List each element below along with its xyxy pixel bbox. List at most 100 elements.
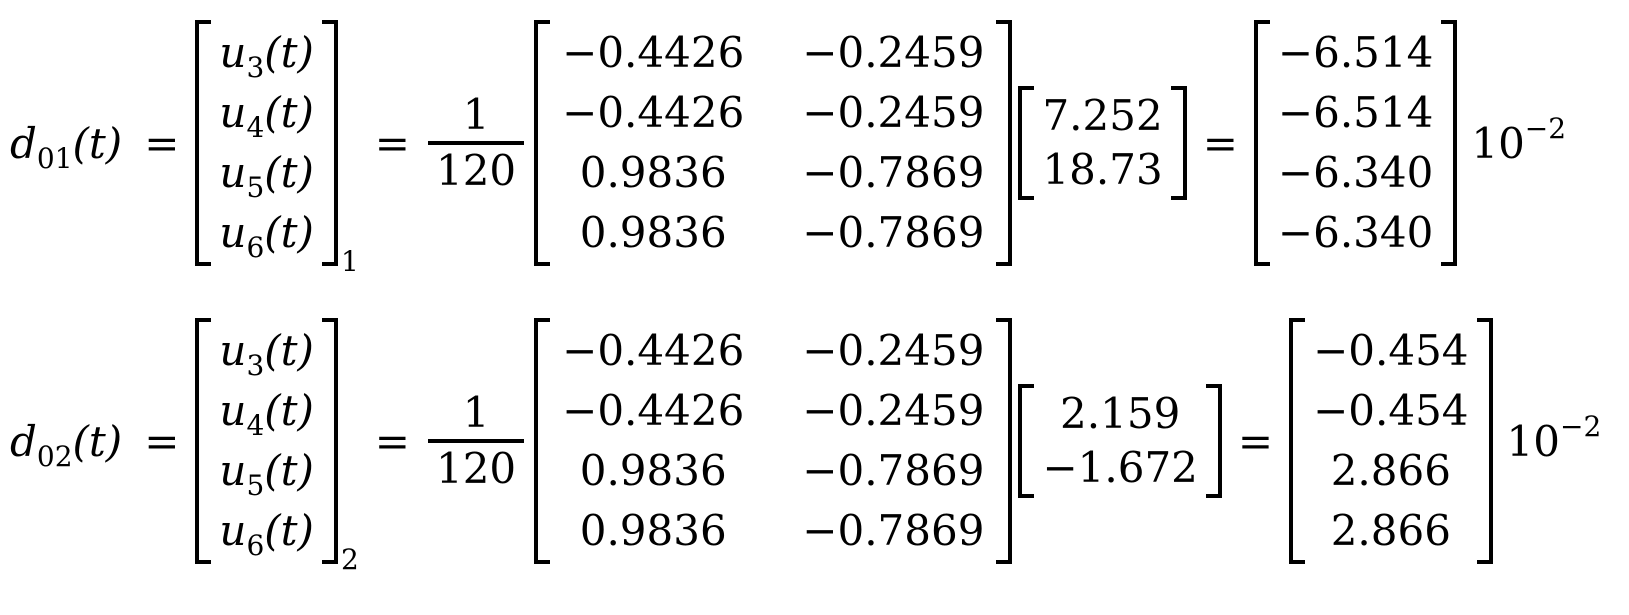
left-bracket: [1253, 20, 1270, 266]
result-vector-cell: −0.454: [1313, 326, 1469, 375]
right-bracket: [1441, 20, 1458, 266]
matrix-cell: −0.4426: [562, 386, 745, 435]
input-vector-cell: 2.159: [1060, 389, 1181, 438]
right-bracket: [996, 20, 1013, 266]
u-vector: u3(t) u4(t) u5(t) u6(t) 1: [195, 20, 359, 278]
coefficient-matrix: −0.4426 −0.2459 −0.4426 −0.2459 0.9836 −…: [534, 318, 1013, 564]
fraction-denominator: 120: [435, 444, 517, 493]
result-vector-cell: −0.454: [1313, 386, 1469, 435]
u-vector-column: u3(t) u4(t) u5(t) u6(t): [211, 20, 322, 266]
left-bracket: [1289, 318, 1306, 564]
lhs-variable: d: [10, 416, 37, 466]
matrix-cell: −0.2459: [802, 88, 985, 137]
equation-d01: d01(t) = u3(t) u4(t) u5(t) u6(t) 1 = 1 1…: [10, 20, 1629, 278]
u-vector-column: u3(t) u4(t) u5(t) u6(t): [211, 318, 322, 564]
vector-outer-subscript: 1: [340, 245, 359, 278]
result-vector: −0.454 −0.454 2.866 2.866: [1289, 318, 1493, 564]
scale-base: 10: [1506, 416, 1560, 466]
matrix-grid: −0.4426 −0.2459 −0.4426 −0.2459 0.9836 −…: [550, 20, 996, 266]
lhs-variable: d: [10, 118, 37, 168]
matrix-cell: −0.2459: [802, 28, 985, 77]
equation-d02: d02(t) = u3(t) u4(t) u5(t) u6(t) 2 = 1 1…: [10, 318, 1629, 576]
matrix-cell: −0.7869: [802, 148, 985, 197]
matrix-cell: −0.4426: [562, 326, 745, 375]
input-vector-column: 7.252 18.73: [1034, 86, 1170, 200]
left-bracket: [534, 20, 551, 266]
lhs-d02: d02(t): [10, 416, 123, 471]
vector-outer-subscript: 2: [340, 543, 359, 576]
result-vector-cell: −6.514: [1277, 88, 1434, 137]
fraction-denominator: 120: [435, 146, 517, 195]
matrix-cell: 0.9836: [579, 446, 727, 495]
matrix-cell: −0.4426: [562, 28, 745, 77]
fraction-numerator: 1: [462, 90, 490, 139]
left-bracket: [1018, 86, 1035, 200]
fraction-1-120: 1 120: [427, 387, 525, 495]
result-vector-cell: −6.340: [1277, 148, 1434, 197]
result-vector-cell: −6.514: [1277, 28, 1434, 77]
left-bracket: [534, 318, 551, 564]
result-vector-cell: 2.866: [1330, 446, 1451, 495]
coefficient-matrix: −0.4426 −0.2459 −0.4426 −0.2459 0.9836 −…: [534, 20, 1013, 266]
u-vector-row: u5(t): [219, 446, 314, 502]
fraction-bar: [427, 439, 525, 443]
scale-exponent: −2: [1524, 111, 1567, 145]
scale-base: 10: [1471, 118, 1525, 168]
right-bracket: [1170, 86, 1187, 200]
scale-factor: 10−2: [1471, 114, 1566, 168]
left-bracket: [195, 318, 212, 564]
equals-sign: =: [374, 118, 410, 168]
lhs-subscript: 02: [36, 439, 73, 473]
matrix-cell: −0.7869: [802, 506, 985, 555]
equals-sign: =: [144, 416, 180, 466]
lhs-subscript: 01: [36, 141, 73, 175]
u-vector-row: u4(t): [219, 88, 314, 144]
lhs-d01: d01(t): [10, 118, 123, 173]
matrix-cell: −0.7869: [802, 208, 985, 257]
left-bracket: [1018, 384, 1035, 498]
left-bracket: [195, 20, 212, 266]
equals-sign: =: [374, 416, 410, 466]
matrix-cell: 0.9836: [579, 506, 727, 555]
u-vector-row: u5(t): [219, 148, 314, 204]
fraction-bar: [427, 141, 525, 145]
lhs-argument: (t): [72, 118, 123, 168]
right-bracket: [996, 318, 1013, 564]
matrix-cell: −0.4426: [562, 88, 745, 137]
equals-sign: =: [1202, 118, 1238, 168]
result-vector-cell: 2.866: [1330, 506, 1451, 555]
input-vector-column: 2.159 −1.672: [1034, 384, 1205, 498]
input-vector-cell: −1.672: [1042, 443, 1198, 492]
matrix-grid: −0.4426 −0.2459 −0.4426 −0.2459 0.9836 −…: [550, 318, 996, 564]
matrix-cell: 0.9836: [579, 148, 727, 197]
u-vector-row: u3(t): [219, 28, 314, 84]
input-vector: 7.252 18.73: [1018, 86, 1187, 200]
scale-factor: 10−2: [1506, 412, 1602, 466]
fraction-1-120: 1 120: [427, 89, 525, 197]
input-vector: 2.159 −1.672: [1018, 384, 1222, 498]
right-bracket: [321, 318, 338, 564]
result-vector: −6.514 −6.514 −6.340 −6.340: [1253, 20, 1458, 266]
lhs-argument: (t): [72, 416, 123, 466]
equals-sign: =: [144, 118, 180, 168]
u-vector-row: u6(t): [219, 208, 314, 264]
matrix-cell: 0.9836: [579, 208, 727, 257]
equals-sign: =: [1237, 416, 1274, 466]
u-vector-row: u3(t): [219, 326, 314, 382]
matrix-cell: −0.7869: [802, 446, 985, 495]
result-vector-cell: −6.340: [1277, 208, 1434, 257]
input-vector-cell: 18.73: [1042, 145, 1163, 194]
matrix-cell: −0.2459: [802, 326, 985, 375]
u-vector-row: u4(t): [219, 386, 314, 442]
input-vector-cell: 7.252: [1042, 91, 1163, 140]
result-vector-column: −6.514 −6.514 −6.340 −6.340: [1270, 20, 1441, 266]
right-bracket: [1205, 384, 1222, 498]
matrix-cell: −0.2459: [802, 386, 985, 435]
fraction-numerator: 1: [462, 388, 490, 437]
result-vector-column: −0.454 −0.454 2.866 2.866: [1305, 318, 1476, 564]
scale-exponent: −2: [1559, 409, 1602, 443]
u-vector: u3(t) u4(t) u5(t) u6(t) 2: [195, 318, 359, 576]
right-bracket: [321, 20, 338, 266]
right-bracket: [1476, 318, 1493, 564]
u-vector-row: u6(t): [219, 506, 314, 562]
